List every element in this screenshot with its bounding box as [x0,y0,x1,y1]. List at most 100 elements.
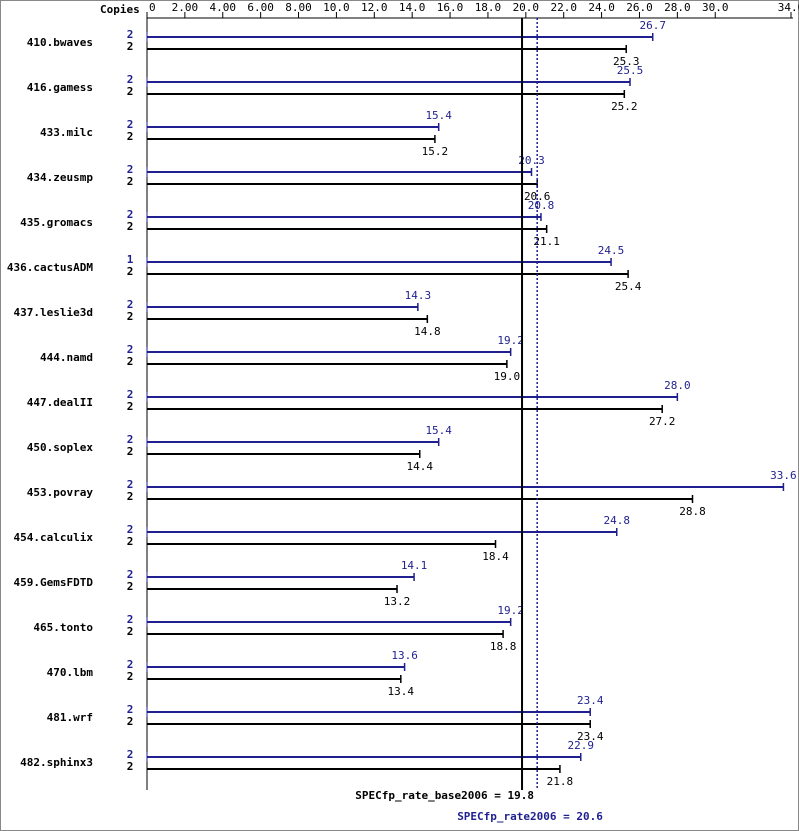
copies-label: 2 [127,310,134,323]
x-tick-label: 12.0 [361,1,388,14]
copies-label: 2 [127,163,134,176]
benchmark-label: 434.zeusmp [27,171,94,184]
benchmark-label: 416.gamess [27,81,93,94]
reference-label: SPECfp_rate_base2006 = 19.8 [355,789,534,802]
copies-label: 2 [127,85,134,98]
value-label: 18.8 [490,640,517,653]
copies-label: 2 [127,433,134,446]
copies-label: 2 [127,490,134,503]
copies-label: 2 [127,118,134,131]
value-label: 21.1 [533,235,560,248]
copies-label: 2 [127,670,134,683]
copies-label: 2 [127,625,134,638]
copies-label: 2 [127,568,134,581]
value-label: 19.0 [494,370,521,383]
value-label: 28.0 [664,379,691,392]
benchmark-label: 482.sphinx3 [20,756,93,769]
copies-label: 2 [127,613,134,626]
value-label: 20.3 [518,154,545,167]
x-tick-label: 30.0 [702,1,729,14]
value-label: 15.4 [425,109,452,122]
copies-label: 2 [127,388,134,401]
value-label: 25.5 [617,64,644,77]
x-tick-label: 22.0 [550,1,577,14]
x-tick-label: 26.0 [626,1,653,14]
value-label: 13.4 [388,685,415,698]
copies-label: 2 [127,208,134,221]
benchmark-label: 470.lbm [47,666,94,679]
copies-label: 2 [127,40,134,53]
copies-label: 2 [127,748,134,761]
value-label: 15.4 [425,424,452,437]
benchmark-label: 447.dealII [27,396,93,409]
x-tick-label: 10.0 [323,1,350,14]
value-label: 14.8 [414,325,441,338]
value-label: 25.4 [615,280,642,293]
copies-label: 2 [127,535,134,548]
x-tick-label: 34.0 [778,1,799,14]
value-label: 24.5 [598,244,625,257]
copies-label: 2 [127,478,134,491]
value-label: 13.6 [391,649,418,662]
value-label: 21.8 [547,775,574,788]
x-tick-label: 2.00 [172,1,199,14]
copies-label: 2 [127,355,134,368]
copies-label: 2 [127,130,134,143]
x-tick-label: 4.00 [210,1,237,14]
value-label: 27.2 [649,415,676,428]
value-label: 14.4 [407,460,434,473]
copies-label: 2 [127,220,134,233]
copies-label: 2 [127,580,134,593]
value-label: 25.3 [613,55,640,68]
benchmark-label: 459.GemsFDTD [14,576,94,589]
benchmark-label: 444.namd [40,351,93,364]
benchmark-label: 454.calculix [14,531,94,544]
x-tick-label: 16.0 [437,1,464,14]
value-label: 18.4 [482,550,509,563]
benchmark-label: 450.soplex [27,441,94,454]
benchmark-label: 453.povray [27,486,94,499]
copies-label: 2 [127,400,134,413]
benchmark-label: 410.bwaves [27,36,93,49]
value-label: 20.8 [528,199,555,212]
value-label: 24.8 [603,514,630,527]
value-label: 23.4 [577,730,604,743]
benchmark-label: 437.leslie3d [14,306,93,319]
copies-label: 2 [127,760,134,773]
x-tick-label: 6.00 [247,1,274,14]
value-label: 15.2 [422,145,449,158]
copies-label: 1 [127,253,134,266]
x-tick-label: 18.0 [475,1,502,14]
value-label: 26.7 [639,19,666,32]
reference-label: SPECfp_rate2006 = 20.6 [457,810,603,823]
copies-label: 2 [127,445,134,458]
copies-label: 2 [127,175,134,188]
value-label: 22.9 [568,739,595,752]
copies-label: 2 [127,28,134,41]
copies-label: 2 [127,343,134,356]
x-axis-label: Copies [100,3,140,16]
x-tick-label: 14.0 [399,1,426,14]
x-tick-label: 0 [149,1,156,14]
copies-label: 2 [127,523,134,536]
x-tick-label: 28.0 [664,1,691,14]
x-tick-label: 24.0 [588,1,615,14]
copies-label: 2 [127,265,134,278]
copies-label: 2 [127,658,134,671]
value-label: 19.2 [497,604,524,617]
x-tick-label: 8.00 [285,1,312,14]
copies-label: 2 [127,715,134,728]
copies-label: 2 [127,298,134,311]
copies-label: 2 [127,73,134,86]
value-label: 23.4 [577,694,604,707]
value-label: 14.1 [401,559,428,572]
benchmark-label: 436.cactusADM [7,261,93,274]
value-label: 14.3 [405,289,432,302]
x-tick-label: 20.0 [513,1,540,14]
benchmark-label: 481.wrf [47,711,93,724]
value-label: 19.2 [497,334,524,347]
value-label: 25.2 [611,100,638,113]
